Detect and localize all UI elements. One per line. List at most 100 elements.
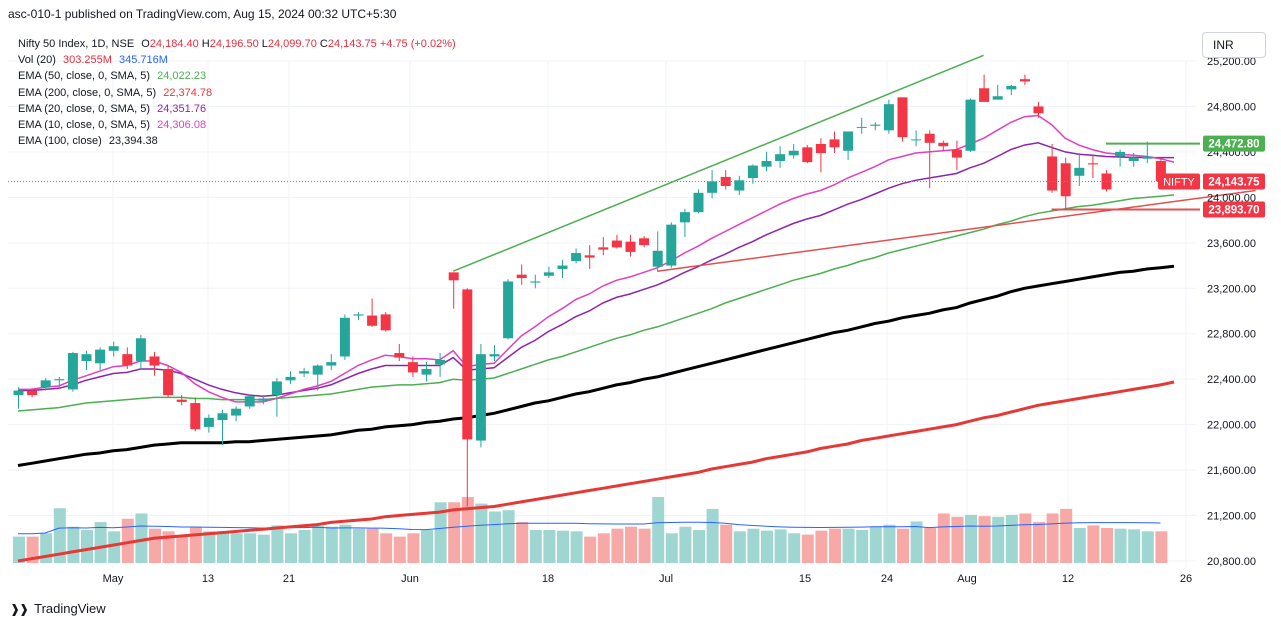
candle-body [856,126,867,128]
time-tick-label: 24 [881,573,893,585]
ema200-line [17,380,1175,563]
volume-bar [448,502,461,563]
volume-bar [285,533,297,563]
candle-body [13,390,24,396]
time-tick-label: May [103,573,124,585]
candle-body [312,365,323,375]
price-tick-label: 22,800.00 [1207,329,1256,341]
candle-body [1128,157,1139,161]
time-axis[interactable]: May 13 21 Jun 18 Jul 15 24 Aug 12 26 [103,573,1193,585]
candle-body [1047,156,1058,191]
candle-body [435,359,446,365]
symbol-price-tag [1158,173,1200,190]
price-tick-label: 22,400.00 [1207,374,1256,386]
volume-bar [638,528,651,563]
candle-body [1074,167,1085,176]
volume-bar [543,530,556,563]
volume-label: Vol (20) [18,54,56,67]
volume-bar [733,531,746,563]
trendline-green [452,54,984,272]
legend-ohlc-row[interactable]: Nifty 50 Index, 1D, NSE O24,184.40 H24,1… [18,36,456,52]
candle-body [299,371,310,374]
volume-bar [1141,531,1154,563]
open-label: O [141,38,150,50]
volume-bar [1073,528,1086,563]
candle-body [707,181,718,193]
volume-bar [162,531,175,563]
symbol-label: Nifty 50 Index, 1D, NSE [18,38,135,50]
time-tick-label: 18 [542,573,554,585]
symbol-name-label: NIFTY [1163,176,1195,188]
candle-body [163,368,174,396]
chart-grid [8,60,1196,568]
candle-body [1006,86,1017,90]
ema50-label: EMA (50, close, 0, SMA, 5) [18,70,151,83]
volume-ma-line [18,521,1161,535]
volume-bar [40,533,53,563]
candle-body [367,315,378,326]
candle-body [462,289,473,440]
legend-ema100-row[interactable]: EMA (100, close) 23,394.38 [18,133,456,149]
price-tick-label: 23,600.00 [1207,238,1256,250]
volume-bar [1019,513,1032,563]
candle-body [788,150,799,156]
candle-body [475,354,486,441]
volume-bar [1060,508,1073,563]
ema100-line [17,264,1175,467]
legend-ema200-row[interactable]: EMA (200, close, 0, SMA, 5) 22,374.78 [18,85,456,101]
time-tick-label: Jul [659,573,673,585]
volume-bar [325,526,338,563]
volume-bar [978,516,991,563]
candle-body [693,192,704,213]
volume-bar [366,528,379,563]
candle-body [584,255,595,258]
legend-volume-row[interactable]: Vol (20) 303.255M 345.716M [18,52,456,68]
tradingview-footer: ❱❱ TradingView [10,601,106,616]
volume-bar [883,524,896,563]
ema10-label: EMA (10, close, 0, SMA, 5) [18,119,151,132]
volume-bar [693,530,705,563]
volume-bar [1155,531,1168,563]
volume-bar [121,518,134,563]
volume-bar [965,514,977,563]
candle-body [407,362,418,373]
price-axis[interactable]: 20,800.00 21,200.00 21,600.00 22,000.00 22,4… [1207,56,1256,568]
candle-body [911,139,922,141]
time-tick-label: 12 [1062,573,1074,585]
volume-bar [897,528,909,563]
candle-body [883,104,894,131]
candle-body [979,88,990,102]
candle-body [448,272,459,281]
volume-bar [801,534,814,563]
volume-bar [1046,513,1059,563]
volume-bar [407,533,420,563]
candle-body [829,139,840,148]
volume-bar [421,530,433,563]
candle-body [1060,163,1071,197]
footer-brand: TradingView [34,601,106,616]
price-tick-label: 23,200.00 [1207,283,1256,295]
volume-bar [992,516,1005,563]
candle-body [679,212,690,223]
volume-bar [380,533,393,563]
ema20-label: EMA (20, close, 0, SMA, 5) [18,102,151,115]
currency-button[interactable]: INR [1202,32,1266,58]
volume-value: 303.255M [62,54,112,67]
volume-bar [869,526,882,563]
candle-body [992,96,1003,100]
legend-ema20-row[interactable]: EMA (20, close, 0, SMA, 5) 24,351.76 [18,101,456,117]
legend-ema50-row[interactable]: EMA (50, close, 0, SMA, 5) 24,022.23 [18,68,456,84]
candle-body [734,180,745,191]
candle-body [326,362,337,366]
legend-ema10-row[interactable]: EMA (10, close, 0, SMA, 5) 24,306.08 [18,117,456,133]
last-price-tag [1203,173,1265,190]
candle-body [95,349,106,364]
volume-bar [584,536,597,563]
trendlines [452,54,1256,272]
candle-body [421,368,432,375]
resistance-price-tag [1203,135,1265,152]
volume-bar [244,533,257,563]
volume-bar [13,536,25,563]
candle-body [1019,79,1030,82]
